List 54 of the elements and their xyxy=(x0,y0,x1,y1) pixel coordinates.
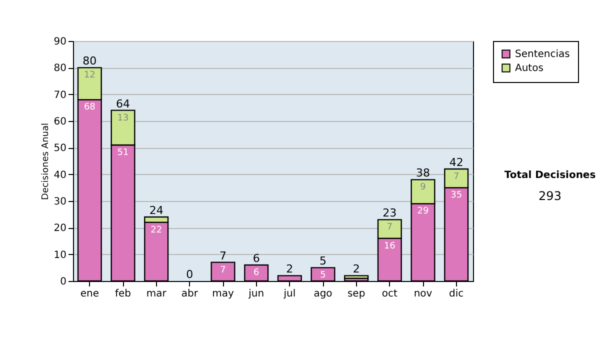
data-label: 7 xyxy=(453,172,460,182)
total-label: 80 xyxy=(82,54,97,68)
y-tick-label: 10 xyxy=(54,250,66,261)
x-tick-label: jun xyxy=(248,288,264,300)
x-tick-label: mar xyxy=(146,288,168,300)
data-label: 13 xyxy=(117,113,129,124)
x-tick-label: jul xyxy=(282,288,296,300)
legend-label: Sentencias xyxy=(515,49,570,60)
data-label: 51 xyxy=(117,148,129,158)
data-label: 22 xyxy=(150,225,162,236)
y-tick-label: 80 xyxy=(54,63,66,74)
x-tick-label: may xyxy=(212,288,234,300)
x-tick-label: ene xyxy=(80,288,99,300)
total-label: 23 xyxy=(382,206,397,220)
legend-label: Autos xyxy=(515,63,544,74)
text: 293 xyxy=(538,189,562,203)
data-label: 6 xyxy=(253,268,260,278)
y-tick-label: 50 xyxy=(54,143,66,154)
x-tick-label: dic xyxy=(449,288,464,300)
data-label: 16 xyxy=(384,241,396,252)
y-tick-label: 60 xyxy=(54,116,66,128)
total-label: 5 xyxy=(320,254,326,268)
bar xyxy=(344,275,369,279)
total-label: 6 xyxy=(252,252,260,265)
x-tick-label: oct xyxy=(382,288,398,300)
x-tick-label: ago xyxy=(314,288,332,300)
total-label: 42 xyxy=(449,156,464,169)
data-label: 35 xyxy=(450,190,462,201)
data-label: 7 xyxy=(386,222,393,233)
y-tick-label: 90 xyxy=(54,36,66,48)
total-label: 7 xyxy=(220,249,226,262)
y-tick-label: 20 xyxy=(54,223,66,234)
x-tick-label: nov xyxy=(414,288,432,300)
y-tick-label: 0 xyxy=(60,276,66,288)
data-label: 7 xyxy=(220,265,226,276)
data-label: 68 xyxy=(84,102,96,113)
total-label: 64 xyxy=(116,97,130,110)
y-tick-label: 30 xyxy=(54,196,66,208)
text: Total Decisiones xyxy=(503,170,597,181)
data-label: 12 xyxy=(84,70,96,81)
y-axis-title: Decisiones Anual xyxy=(40,123,51,200)
data-label: 5 xyxy=(320,270,326,281)
total-label: 2 xyxy=(286,262,294,276)
x-tick-label: abr xyxy=(181,288,199,300)
total-label: 0 xyxy=(186,268,194,281)
data-label: 29 xyxy=(417,206,429,217)
x-tick-label: sep xyxy=(347,288,366,300)
y-tick-label: 70 xyxy=(54,90,66,101)
data-label: 9 xyxy=(420,182,426,193)
total-label: 24 xyxy=(149,204,164,217)
x-tick-label: feb xyxy=(114,288,132,300)
y-tick-label: 40 xyxy=(54,170,66,181)
total-label: 38 xyxy=(416,166,430,180)
total-label: 2 xyxy=(352,262,360,276)
